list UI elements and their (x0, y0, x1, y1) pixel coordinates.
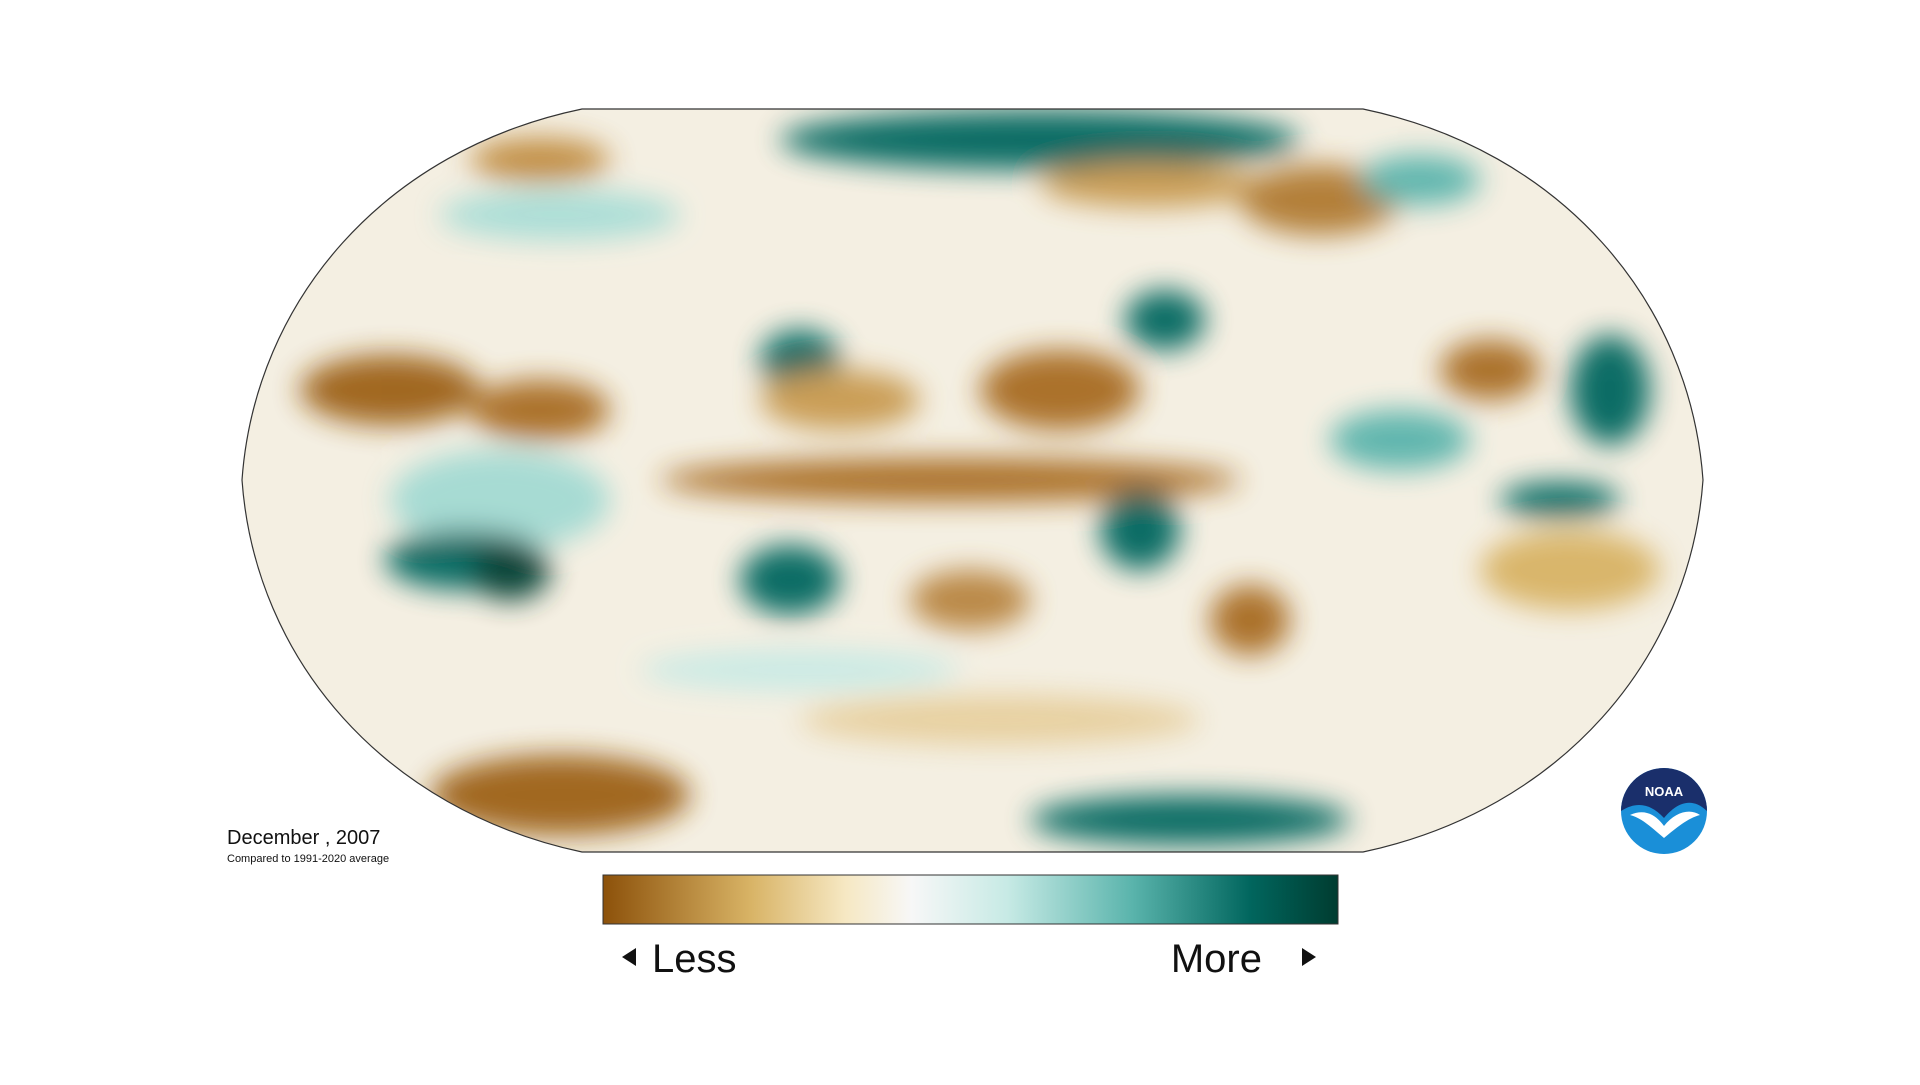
less-arrow (622, 948, 636, 966)
map-title: December , 2007 (227, 827, 380, 849)
noaa-logo: NOAA (1621, 768, 1707, 854)
legend-low-label: Less (652, 937, 737, 981)
map-subtitle: Compared to 1991-2020 average (227, 853, 389, 865)
map-field (242, 109, 1703, 852)
colorbar (602, 874, 1339, 925)
more-arrow (1302, 948, 1316, 966)
legend-high-label: More (1171, 937, 1262, 981)
map-outline (241, 108, 1704, 853)
logo-text: NOAA (1645, 784, 1684, 799)
